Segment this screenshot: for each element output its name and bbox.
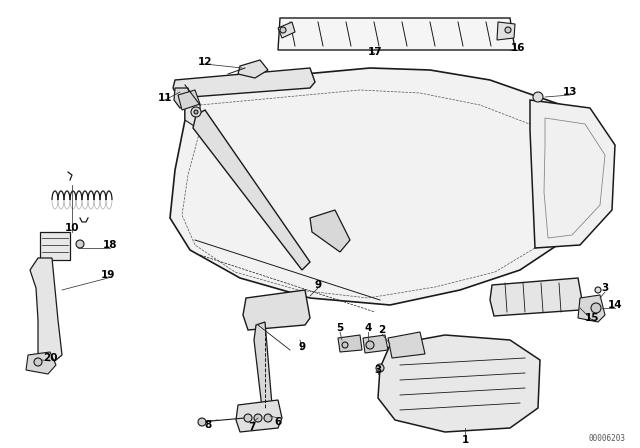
Polygon shape bbox=[170, 68, 595, 305]
Text: 18: 18 bbox=[103, 240, 117, 250]
Circle shape bbox=[194, 110, 198, 114]
Text: 3: 3 bbox=[374, 365, 381, 375]
Polygon shape bbox=[193, 110, 310, 270]
Polygon shape bbox=[310, 210, 350, 252]
Polygon shape bbox=[178, 90, 200, 110]
Polygon shape bbox=[388, 332, 425, 358]
Circle shape bbox=[244, 414, 252, 422]
Circle shape bbox=[264, 414, 272, 422]
Polygon shape bbox=[30, 258, 62, 365]
Text: 4: 4 bbox=[364, 323, 372, 333]
Circle shape bbox=[342, 342, 348, 348]
Text: 13: 13 bbox=[563, 87, 577, 97]
Circle shape bbox=[595, 287, 601, 293]
Text: 20: 20 bbox=[43, 353, 57, 363]
Circle shape bbox=[533, 92, 543, 102]
Circle shape bbox=[505, 27, 511, 33]
Polygon shape bbox=[278, 22, 295, 38]
Text: 12: 12 bbox=[198, 57, 212, 67]
Polygon shape bbox=[363, 335, 388, 353]
Circle shape bbox=[591, 303, 601, 313]
Polygon shape bbox=[243, 290, 310, 330]
Polygon shape bbox=[236, 400, 282, 432]
Circle shape bbox=[34, 358, 42, 366]
Text: 17: 17 bbox=[368, 47, 382, 57]
Text: 14: 14 bbox=[608, 300, 622, 310]
Polygon shape bbox=[378, 335, 540, 432]
Text: 3: 3 bbox=[602, 283, 609, 293]
Text: 15: 15 bbox=[585, 313, 599, 323]
Circle shape bbox=[376, 364, 384, 372]
Text: 8: 8 bbox=[204, 420, 212, 430]
Text: 6: 6 bbox=[275, 417, 282, 427]
Polygon shape bbox=[26, 352, 56, 374]
Circle shape bbox=[366, 341, 374, 349]
Polygon shape bbox=[497, 22, 515, 40]
Circle shape bbox=[254, 414, 262, 422]
Text: 19: 19 bbox=[101, 270, 115, 280]
Text: 9: 9 bbox=[298, 342, 305, 352]
Text: 2: 2 bbox=[378, 325, 386, 335]
Text: 00006203: 00006203 bbox=[589, 434, 625, 443]
Polygon shape bbox=[254, 322, 272, 408]
Polygon shape bbox=[578, 295, 605, 322]
Polygon shape bbox=[40, 232, 70, 260]
Text: 10: 10 bbox=[65, 223, 79, 233]
Polygon shape bbox=[338, 335, 362, 352]
Polygon shape bbox=[174, 88, 192, 108]
Circle shape bbox=[198, 418, 206, 426]
Text: 5: 5 bbox=[337, 323, 344, 333]
Circle shape bbox=[76, 240, 84, 248]
Text: 1: 1 bbox=[461, 435, 468, 445]
Text: 11: 11 bbox=[157, 93, 172, 103]
Polygon shape bbox=[530, 100, 615, 248]
Text: 16: 16 bbox=[511, 43, 525, 53]
Polygon shape bbox=[173, 68, 315, 98]
Polygon shape bbox=[238, 60, 268, 78]
Polygon shape bbox=[185, 85, 200, 130]
Text: 7: 7 bbox=[248, 422, 256, 432]
Polygon shape bbox=[278, 18, 515, 50]
Text: 9: 9 bbox=[314, 280, 321, 290]
Circle shape bbox=[280, 27, 286, 33]
Polygon shape bbox=[490, 278, 582, 316]
Circle shape bbox=[191, 107, 201, 117]
